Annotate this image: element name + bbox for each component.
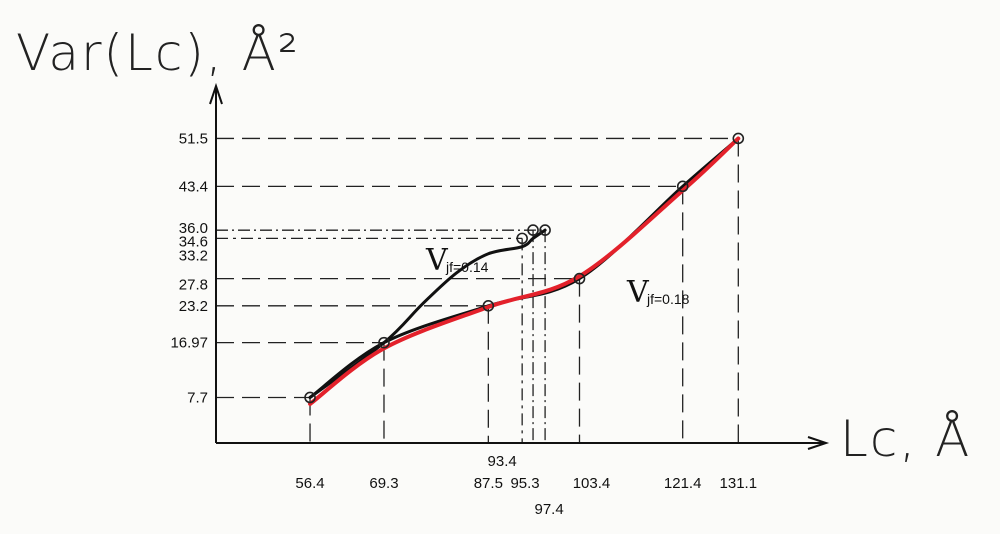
data-point bbox=[516, 232, 528, 245]
x-tick-label: 93.4 bbox=[488, 453, 517, 470]
x-tick-label: 87.5 bbox=[474, 475, 503, 492]
series-label-vjf-014: V jf=0.14 bbox=[425, 243, 489, 278]
x-tick-label: 56.4 bbox=[295, 475, 324, 492]
series-label-vjf-018: V jf=0.18 bbox=[626, 275, 690, 310]
y-tick-label: 7.7 bbox=[187, 389, 208, 406]
data-point bbox=[527, 224, 539, 236]
series-label-main: V bbox=[626, 275, 650, 310]
x-axis-title: Lc, Å bbox=[840, 410, 971, 468]
x-tick-label: 69.3 bbox=[369, 475, 398, 492]
y-tick-label: 51.5 bbox=[179, 130, 208, 147]
series-label-sub: jf=0.18 bbox=[646, 291, 690, 307]
axes bbox=[209, 82, 830, 450]
guide-lines bbox=[216, 137, 739, 443]
series-line-fit bbox=[308, 136, 741, 406]
data-point bbox=[482, 299, 495, 312]
data-point bbox=[676, 180, 689, 193]
x-tick-label: 103.4 bbox=[573, 475, 611, 492]
series-line-vjf-018 bbox=[308, 136, 740, 399]
y-tick-label: 23.2 bbox=[179, 298, 208, 315]
series-label-main: V bbox=[425, 243, 449, 278]
data-markers bbox=[304, 132, 745, 404]
tick-labels: 7.7 16.97 23.2 27.8 33.234.636.0 43.4 51.5 56.4… bbox=[170, 130, 757, 518]
y-tick-label: 27.8 bbox=[179, 277, 208, 294]
y-tick-label: 43.4 bbox=[179, 178, 208, 195]
data-point bbox=[378, 336, 390, 349]
data-point bbox=[573, 272, 586, 285]
y-axis-arrow bbox=[209, 82, 223, 105]
data-point bbox=[539, 224, 551, 236]
y-tick-label: 36.0 bbox=[179, 220, 208, 237]
data-point bbox=[304, 391, 316, 404]
x-tick-label: 95.3 bbox=[510, 475, 539, 492]
x-tick-label: 131.1 bbox=[720, 475, 758, 492]
x-tick-label: 121.4 bbox=[664, 475, 702, 492]
y-tick-label: 33.2 bbox=[179, 248, 208, 265]
series-label-sub: jf=0.14 bbox=[445, 259, 489, 275]
y-tick-label: 16.97 bbox=[170, 335, 208, 352]
x-tick-label: 97.4 bbox=[534, 501, 563, 518]
y-axis-title: Var(Lc), Å² bbox=[16, 24, 300, 82]
series-curves bbox=[308, 136, 741, 406]
x-axis-arrow bbox=[807, 436, 830, 450]
data-point bbox=[732, 132, 745, 145]
y-tick-label: 34.6 bbox=[179, 233, 208, 250]
